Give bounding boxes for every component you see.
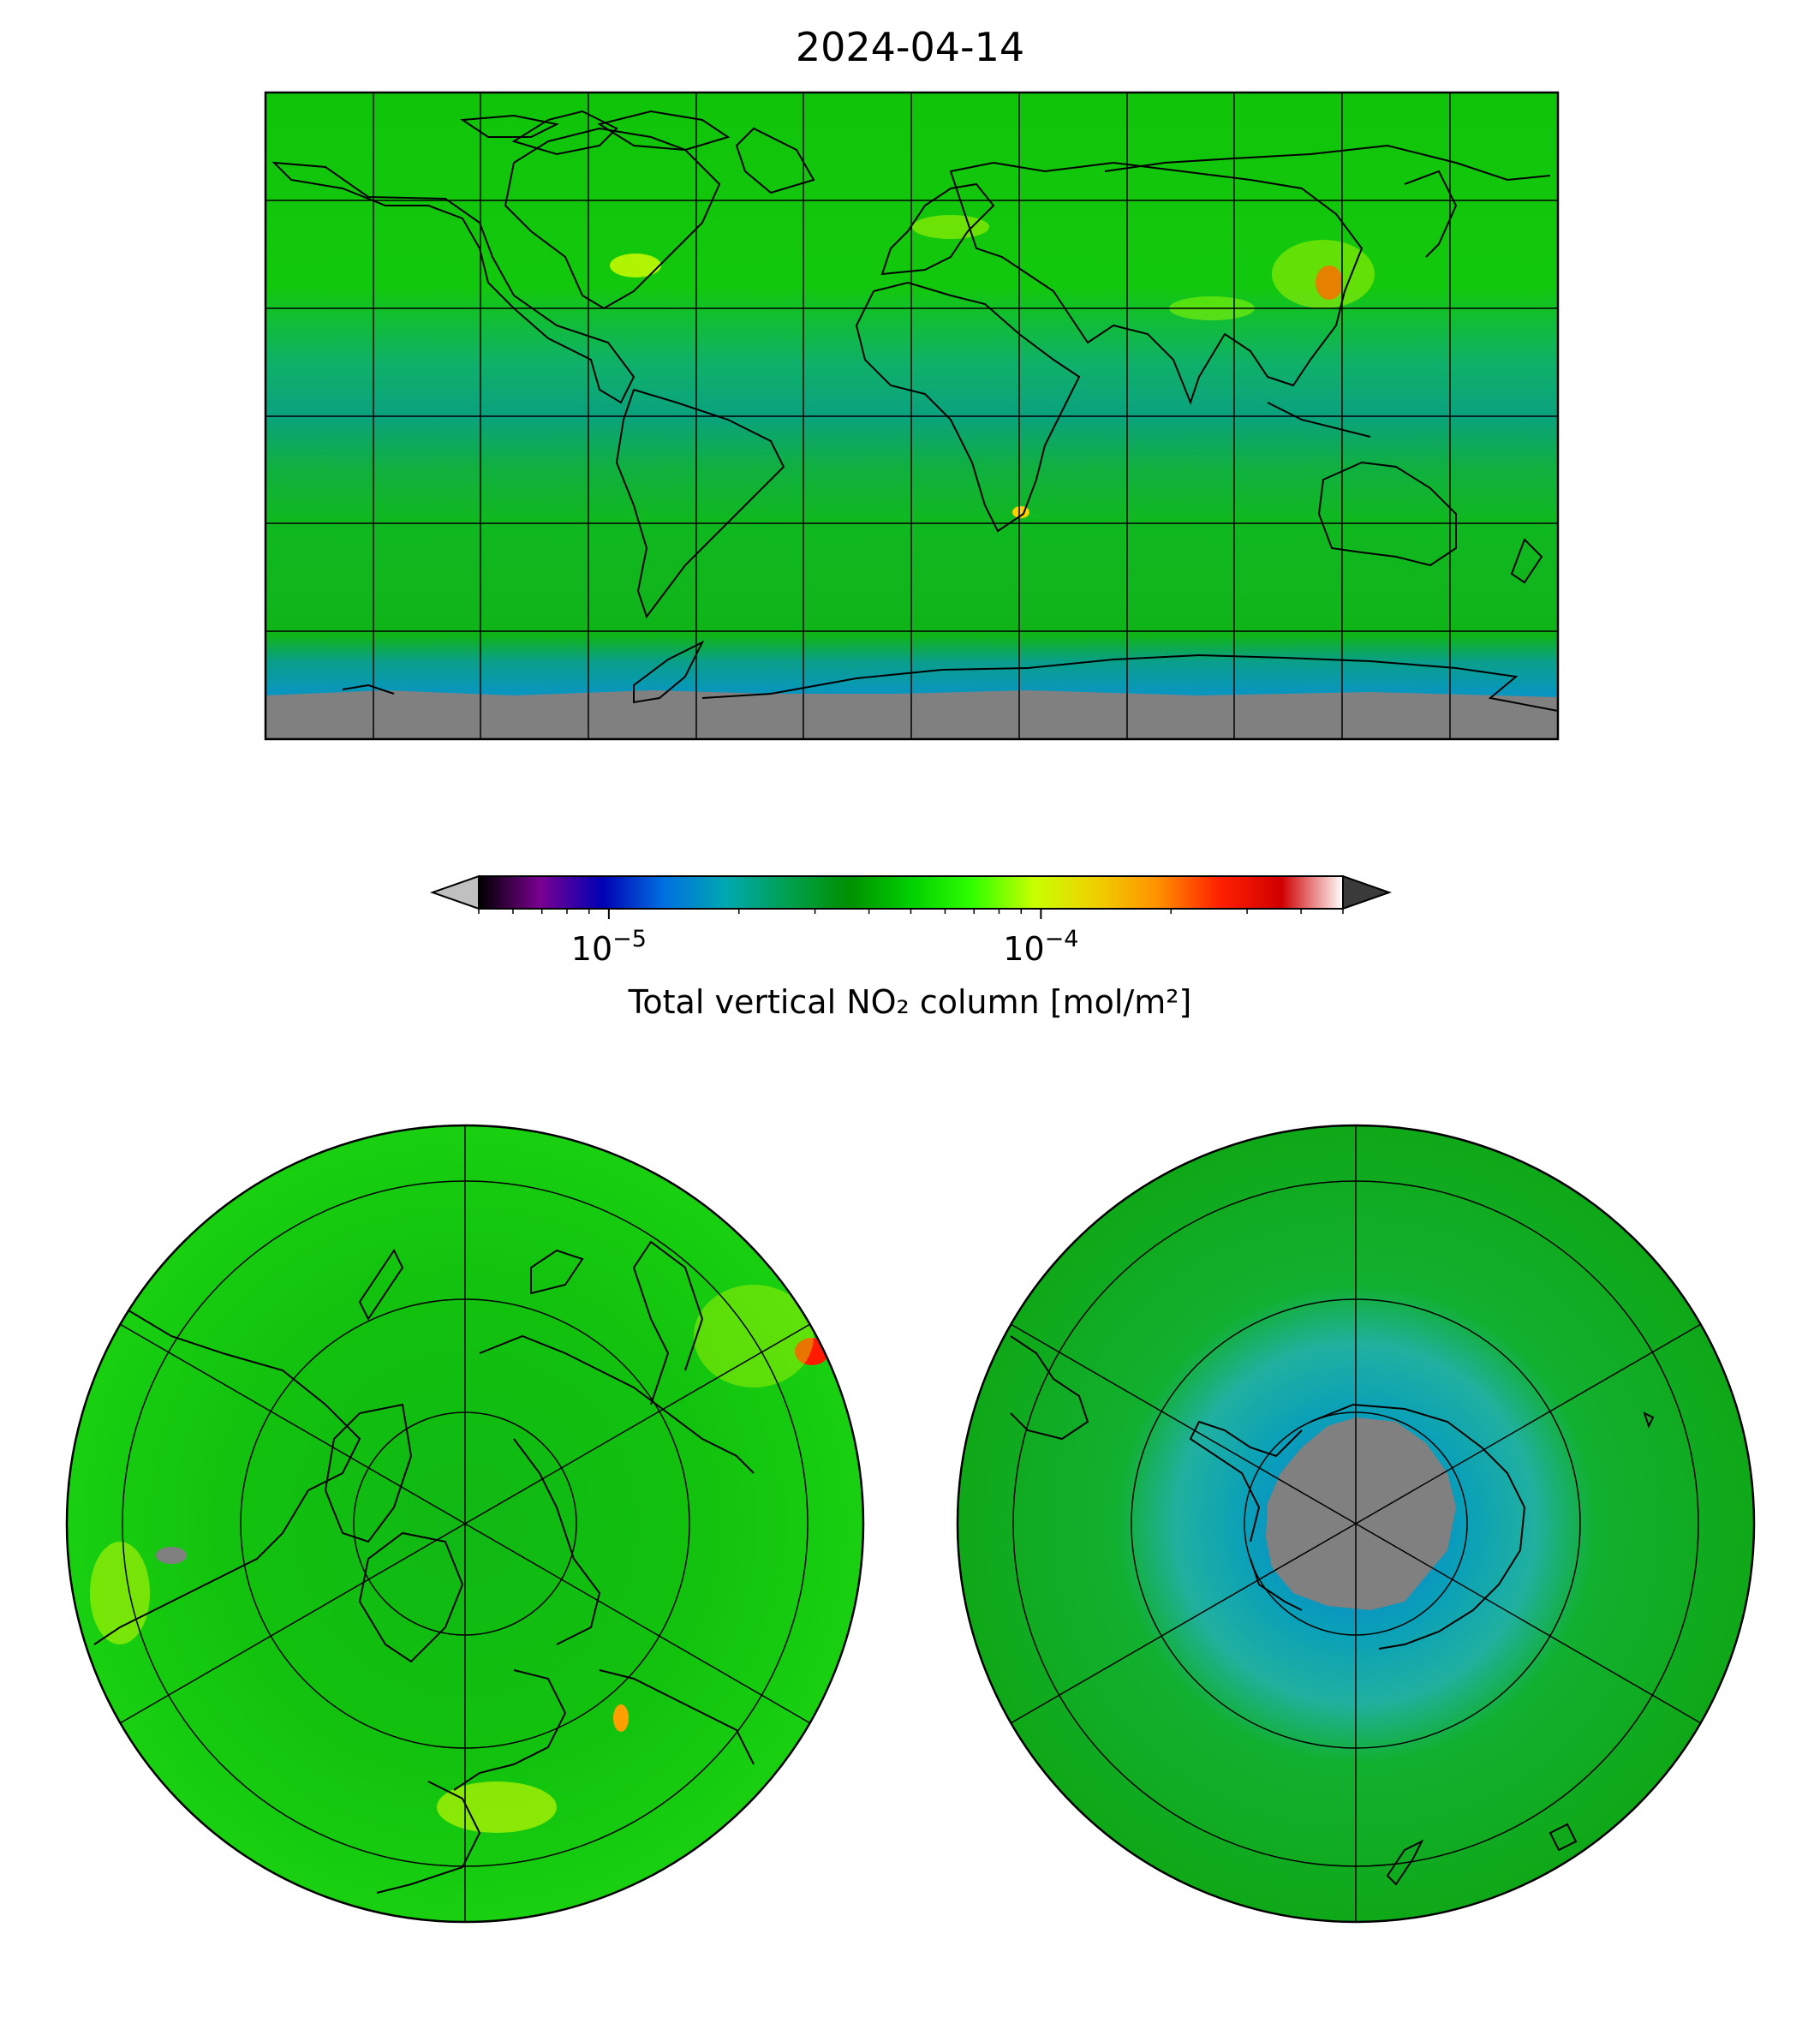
np-no-data — [156, 1547, 187, 1564]
hotspot-east-asia — [1316, 266, 1343, 300]
colorbar-tick-exponent: −5 — [612, 926, 647, 952]
global-graticule — [266, 92, 1558, 739]
np-haze-europe — [437, 1781, 557, 1833]
np-hotspot-europe — [613, 1704, 629, 1732]
antarctica-no-data — [1266, 1417, 1456, 1610]
colorbar-tick-label: 10−5 — [571, 926, 647, 968]
hotspot-us-east — [610, 254, 661, 277]
north-polar-graticule — [119, 1125, 811, 1922]
global-map-frame — [264, 91, 1560, 741]
colorbar-tick-exponent: −4 — [1045, 926, 1079, 952]
colorbar-gradient — [479, 876, 1343, 909]
south-polar-map — [956, 1124, 1756, 1924]
hotspot-europe — [912, 215, 989, 239]
np-haze-usa — [90, 1542, 150, 1644]
colorbar-tick-label: 10−4 — [1003, 926, 1078, 968]
colorbar-tick-base: 10 — [571, 930, 612, 968]
figure-title: 2024-04-14 — [795, 24, 1025, 70]
south-polar-graticule — [1010, 1125, 1702, 1922]
north-polar-frame — [65, 1124, 865, 1924]
south-polar-features — [1010, 1335, 1655, 1886]
colorbar-extend-high — [1342, 874, 1393, 910]
colorbar-tick-base: 10 — [1003, 930, 1044, 968]
global-map — [264, 91, 1560, 741]
colorbar-extend-low — [429, 874, 480, 910]
np-haze-east-asia — [694, 1285, 814, 1387]
global-coastlines — [272, 110, 1558, 712]
colorbar-ticks: 10−5 10−4 — [478, 909, 1344, 968]
south-polar-frame — [956, 1124, 1756, 1924]
north-polar-coastlines — [93, 1240, 755, 1894]
colorbar: 10−5 10−4 — [429, 874, 1393, 968]
hotspot-east-asia-halo — [1272, 240, 1375, 308]
colorbar-label: Total vertical NO₂ column [mol/m²] — [628, 983, 1192, 1021]
north-polar-map — [65, 1124, 865, 1924]
